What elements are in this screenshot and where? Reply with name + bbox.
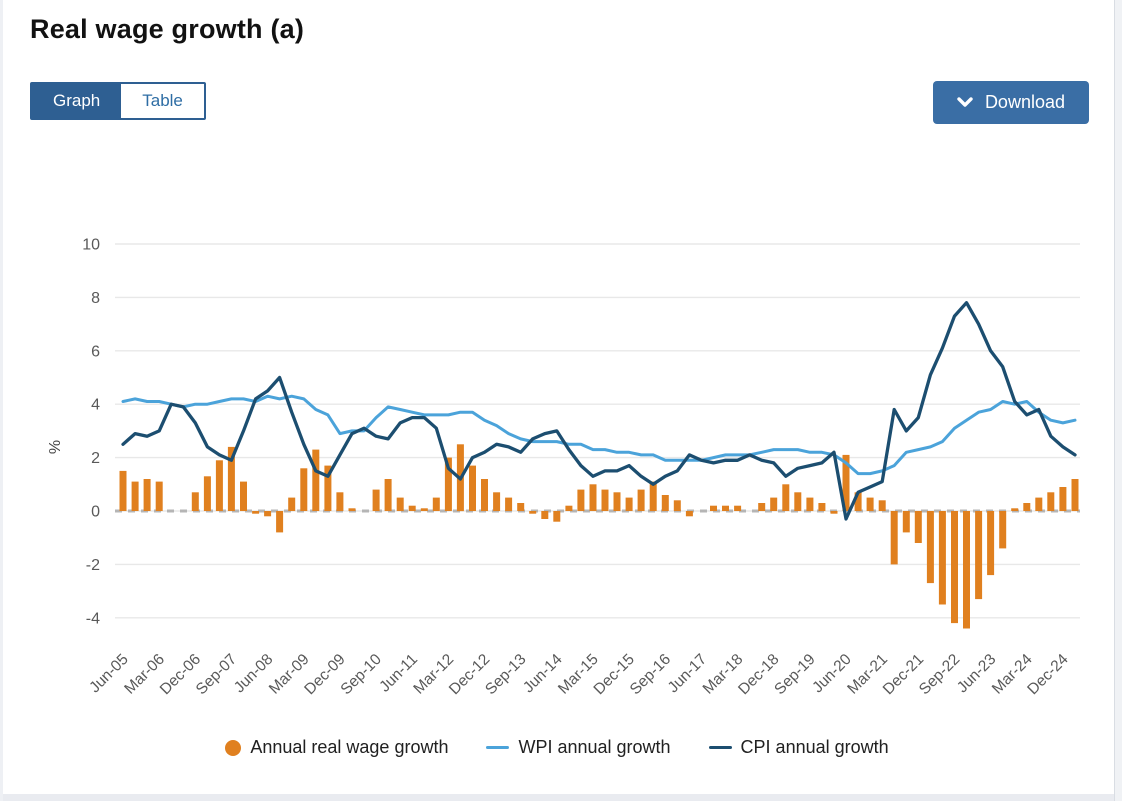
y-gridlines	[115, 243, 1080, 619]
legend-label: CPI annual growth	[740, 737, 889, 757]
real-wage-growth-chart: 10 8 6 4 2 0 -2 -4% Jun-05 Mar-06 Dec-06 Sep-07 Jun-…	[47, 237, 1080, 699]
svg-text:0: 0	[91, 504, 100, 521]
legend-item-real-wage[interactable]: Annual real wage growth	[225, 737, 448, 758]
y-axis-title: %	[47, 440, 64, 454]
page-right-border	[1114, 0, 1115, 801]
page-left-border	[0, 0, 3, 801]
x-axis-labels: Jun-05Mar-06Dec-06Sep-07Jun-08Mar-09Dec-…	[86, 651, 1072, 699]
svg-text:6: 6	[91, 343, 100, 360]
svg-text:Sep-13: Sep-13	[482, 651, 529, 698]
legend-item-wpi[interactable]: WPI annual growth	[486, 737, 671, 758]
bar-series	[119, 444, 1079, 629]
wpi-series-swatch-icon	[486, 746, 510, 749]
graph-table-toggle: Graph Table	[30, 82, 206, 120]
svg-text:2: 2	[91, 450, 100, 467]
wpi-line	[121, 394, 1077, 476]
svg-text:4: 4	[91, 397, 100, 414]
svg-text:Dec-24: Dec-24	[1024, 651, 1072, 699]
svg-text:10: 10	[82, 237, 100, 254]
bar-series-swatch-icon	[225, 739, 242, 756]
chart-legend: Annual real wage growth WPI annual growt…	[0, 737, 1114, 758]
table-tab[interactable]: Table	[121, 84, 204, 118]
svg-text:Sep-16: Sep-16	[627, 651, 674, 698]
legend-label: Annual real wage growth	[250, 737, 449, 757]
svg-text:Sep-07: Sep-07	[193, 651, 240, 698]
download-button[interactable]: Download	[932, 81, 1089, 124]
cpi-line	[121, 301, 1077, 521]
svg-text:-4: -4	[86, 610, 100, 627]
page-bottom-border	[3, 794, 1114, 801]
y-axis-labels: 10 8 6 4 2 0 -2 -4	[82, 237, 100, 628]
svg-text:-2: -2	[86, 557, 100, 574]
page-right-gutter[interactable]	[1115, 0, 1122, 801]
legend-item-cpi[interactable]: CPI annual growth	[708, 737, 889, 758]
chevron-down-icon	[957, 97, 973, 108]
cpi-series-swatch-icon	[708, 746, 732, 749]
svg-text:Sep-19: Sep-19	[771, 651, 818, 698]
svg-text:8: 8	[91, 290, 100, 307]
chart-canvas: 10 8 6 4 2 0 -2 -4% Jun-05Mar-06Dec-06Sep-07Jun-…	[47, 237, 1080, 699]
page-title: Real wage growth (a)	[30, 14, 305, 44]
graph-tab[interactable]: Graph	[32, 84, 122, 118]
svg-text:Sep-22: Sep-22	[916, 651, 963, 698]
svg-text:Sep-10: Sep-10	[338, 651, 386, 699]
download-button-label: Download	[984, 92, 1065, 112]
legend-label: WPI annual growth	[518, 737, 671, 757]
